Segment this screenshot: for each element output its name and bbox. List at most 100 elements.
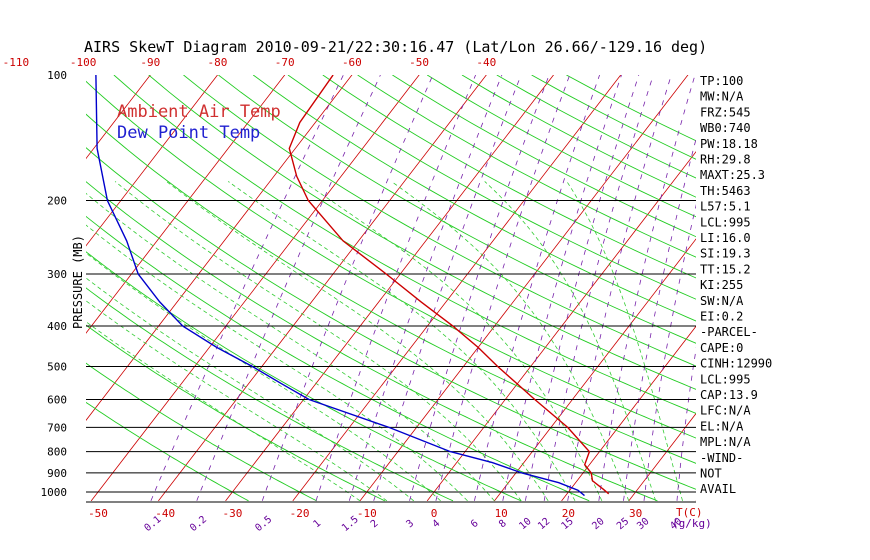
mixing-ratio-line [474, 75, 600, 501]
moist-adiabat [391, 181, 630, 501]
dry-adiabat [218, 75, 696, 344]
sounding-stat: LCL:995 [700, 215, 751, 229]
dry-adiabat [183, 75, 696, 367]
moist-adiabat [566, 181, 683, 501]
pressure-tick-label: 800 [47, 446, 67, 459]
sounding-stat: L57:5.1 [700, 200, 751, 214]
dry-adiabat [86, 181, 658, 502]
sounding-stat: MW:N/A [700, 90, 744, 104]
sounding-stat: KI:255 [700, 278, 743, 292]
sounding-stat: -PARCEL- [700, 325, 758, 339]
sounding-stat: -WIND- [700, 451, 743, 465]
dry-adiabat [86, 147, 696, 490]
dry-adiabat [496, 75, 696, 179]
mixing-ratio-line [348, 75, 503, 501]
bottom-temp-tick-label: -10 [357, 507, 377, 520]
isotherm-line [86, 75, 286, 334]
mixing-ratio-tick-label: 1 [311, 518, 323, 530]
profile-series [95, 75, 610, 497]
moist-adiabat [86, 192, 495, 502]
mixing-ratio-tick-label: 0.5 [253, 514, 274, 534]
ambient-air-temp-line [288, 75, 610, 495]
pressure-tick-label: 1000 [41, 486, 68, 499]
sounding-stat: TP:100 [700, 74, 743, 88]
bottom-temp-tick-label: 30 [629, 507, 642, 520]
moist-adiabat [302, 181, 603, 501]
dry-adiabat-lines [86, 75, 696, 502]
moist-adiabat-lines [86, 181, 683, 502]
mixing-ratio-line [409, 75, 550, 501]
mixing-ratio-line [435, 75, 571, 501]
sounding-stat: RH:29.8 [700, 153, 751, 167]
mixing-ratio-tick-label: 3 [404, 518, 416, 530]
x-axis-unit-label: T(C) [676, 506, 703, 519]
isotherm-line [628, 412, 696, 502]
moist-adiabat [86, 224, 468, 502]
pressure-tick-label: 900 [47, 467, 67, 480]
dry-adiabat [86, 80, 696, 439]
sounding-stat: WB0:740 [700, 121, 751, 135]
pressure-tick-label: 500 [47, 360, 67, 373]
mixing-ratio-tick-label: 20 [590, 516, 606, 532]
moist-adiabat [86, 277, 415, 502]
mixing-ratio-line [643, 204, 696, 501]
sounding-stat: LCL:995 [700, 372, 751, 386]
sounding-stat: SI:19.3 [700, 247, 751, 261]
sounding-stat: FRZ:545 [700, 105, 751, 119]
isotherm-line [90, 75, 420, 502]
dry-adiabat [113, 75, 696, 414]
mixing-ratio-tick-label: 0.2 [188, 514, 209, 534]
pressure-tick-label: 300 [47, 268, 67, 281]
moist-adiabat [86, 252, 441, 502]
top-temp-tick-label: -60 [342, 56, 362, 69]
mixing-ratio-unit-label: (g/kg) [672, 517, 712, 530]
isotherm-line [158, 75, 487, 502]
isotherm-line [359, 75, 689, 502]
dry-adiabat [86, 401, 249, 502]
sounding-stat: CAPE:0 [700, 341, 743, 355]
moist-adiabat [227, 181, 576, 501]
moist-adiabat [114, 181, 522, 502]
top-temp-tick-label: -40 [476, 56, 496, 69]
isobar-lines [86, 200, 696, 503]
top-temp-tick-labels: -120-110-100-90-80-70-60-50-40 [3, 56, 497, 69]
dry-adiabat [287, 75, 696, 300]
isotherm-line [225, 75, 554, 502]
bottom-temp-tick-label: 10 [495, 507, 508, 520]
chart-title: AIRS SkewT Diagram 2010-09-21/22:30:16.4… [84, 38, 707, 56]
moist-adiabat [86, 300, 388, 502]
top-temp-tick-label: -100 [70, 56, 97, 69]
pressure-tick-label: 200 [47, 195, 67, 208]
pressure-tick-label: 100 [47, 69, 67, 82]
dry-adiabat [357, 75, 696, 258]
mixing-ratio-line [261, 75, 434, 501]
top-temp-tick-label: -90 [140, 56, 160, 69]
mixing-ratio-line [502, 75, 622, 501]
mixing-ratio-tick-label: 4 [431, 518, 443, 530]
sounding-stat: SW:N/A [700, 294, 744, 308]
isotherm-line [292, 75, 622, 502]
mixing-ratio-line [567, 75, 672, 501]
mixing-ratio-tick-label: 10 [517, 516, 533, 532]
dew-point-temp-line [95, 75, 585, 497]
mixing-ratio-line [598, 75, 696, 501]
dry-adiabat [426, 75, 696, 218]
isotherm-line [86, 75, 353, 421]
mixing-ratio-tick-label: 12 [536, 516, 552, 532]
sounding-stat: EL:N/A [700, 419, 744, 433]
dry-adiabat [322, 75, 696, 279]
isotherm-line [763, 66, 870, 501]
mixing-ratio-line [543, 75, 654, 501]
bottom-temp-tick-label: -50 [88, 507, 108, 520]
bottom-temp-tick-label: 20 [562, 507, 575, 520]
sounding-stat: AVAIL [700, 482, 736, 496]
pressure-tick-label: 600 [47, 393, 67, 406]
dry-adiabat [86, 251, 522, 502]
sounding-stat: CAP:13.9 [700, 388, 758, 402]
sounding-stat: EI:0.2 [700, 310, 743, 324]
dry-adiabat [461, 75, 696, 198]
mixing-ratio-lines [150, 75, 696, 501]
dry-adiabat [86, 287, 454, 502]
sounding-stat: MAXT:25.3 [700, 168, 765, 182]
